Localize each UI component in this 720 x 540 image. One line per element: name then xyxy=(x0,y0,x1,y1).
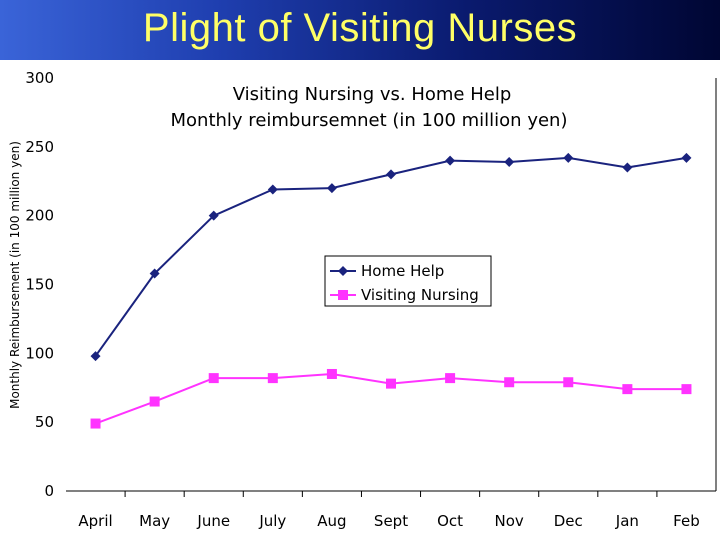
y-tick-label: 250 xyxy=(25,138,54,156)
data-point-visiting-nursing xyxy=(267,373,278,384)
slide-title: Plight of Visiting Nurses xyxy=(142,6,578,50)
legend-swatch-marker xyxy=(338,290,348,300)
series-visiting-nursing xyxy=(90,368,692,429)
data-point-visiting-nursing xyxy=(445,373,456,384)
series xyxy=(90,152,692,429)
y-tick-label: 100 xyxy=(25,344,54,362)
data-point-home-help xyxy=(149,268,160,279)
y-tick-label: 200 xyxy=(25,207,54,225)
data-point-home-help xyxy=(208,210,219,221)
x-tick-labels: April May June July Aug Sept Oct Nov Dec Jan Feb xyxy=(78,512,699,530)
legend-label: Visiting Nursing xyxy=(361,286,479,304)
x-tick-label: April xyxy=(78,512,112,530)
y-tick-labels: 0 50 100 150 200 250 300 xyxy=(25,69,54,500)
data-point-home-help xyxy=(386,169,396,180)
data-point-visiting-nursing xyxy=(504,377,515,388)
data-point-home-help xyxy=(267,184,278,195)
data-point-home-help xyxy=(90,351,101,362)
series-home-help xyxy=(90,152,692,362)
data-point-home-help xyxy=(681,152,692,163)
x-tick-label: May xyxy=(139,512,170,530)
slide-header: Plight of Visiting Nurses xyxy=(0,0,720,60)
x-tick-label: Jan xyxy=(615,512,639,530)
data-point-visiting-nursing xyxy=(681,384,692,395)
data-point-home-help xyxy=(622,162,633,173)
x-tick-label: July xyxy=(258,512,286,530)
x-tick-label: Oct xyxy=(437,512,463,530)
chart-panel: 0 50 100 150 200 250 300 April May June July Aug Se… xyxy=(0,60,720,540)
legend-label: Home Help xyxy=(361,262,444,280)
data-point-visiting-nursing xyxy=(208,373,219,384)
legend: Home Help Visiting Nursing xyxy=(324,255,492,307)
x-tick-label: Nov xyxy=(495,512,524,530)
chart-title: Visiting Nursing vs. Home Help xyxy=(233,84,512,105)
x-tick-label: Sept xyxy=(374,512,408,530)
data-point-visiting-nursing xyxy=(326,368,337,379)
y-axis-label: Monthly Reimbursement (in 100 million ye… xyxy=(8,141,22,409)
data-point-visiting-nursing xyxy=(386,378,396,389)
y-tick-label: 150 xyxy=(25,276,54,294)
x-tick-label: Feb xyxy=(673,512,700,530)
legend-items: Home Help Visiting Nursing xyxy=(330,262,479,304)
data-point-visiting-nursing xyxy=(149,396,160,407)
line-chart: 0 50 100 150 200 250 300 April May June July Aug Se… xyxy=(8,69,717,530)
y-tick-label: 50 xyxy=(35,413,54,431)
legend-swatch-marker xyxy=(338,266,348,276)
x-tick-label: Dec xyxy=(554,512,583,530)
y-tick-label: 300 xyxy=(25,69,54,87)
chart-subtitle: Monthly reimbursemnet (in 100 million ye… xyxy=(171,110,568,131)
data-point-visiting-nursing xyxy=(622,384,633,395)
axes xyxy=(66,78,717,497)
data-point-visiting-nursing xyxy=(563,377,574,388)
data-point-visiting-nursing xyxy=(90,418,101,429)
x-tick-label: Aug xyxy=(317,512,346,530)
data-point-home-help xyxy=(563,152,574,163)
data-point-home-help xyxy=(326,183,337,194)
x-tick-label: June xyxy=(196,512,230,530)
data-point-home-help xyxy=(445,155,456,166)
legend-box xyxy=(324,255,492,307)
data-point-home-help xyxy=(504,156,515,167)
legend-item-visiting-nursing: Visiting Nursing xyxy=(330,286,479,304)
legend-item-home-help: Home Help xyxy=(330,262,444,280)
y-tick-label: 0 xyxy=(44,482,54,500)
